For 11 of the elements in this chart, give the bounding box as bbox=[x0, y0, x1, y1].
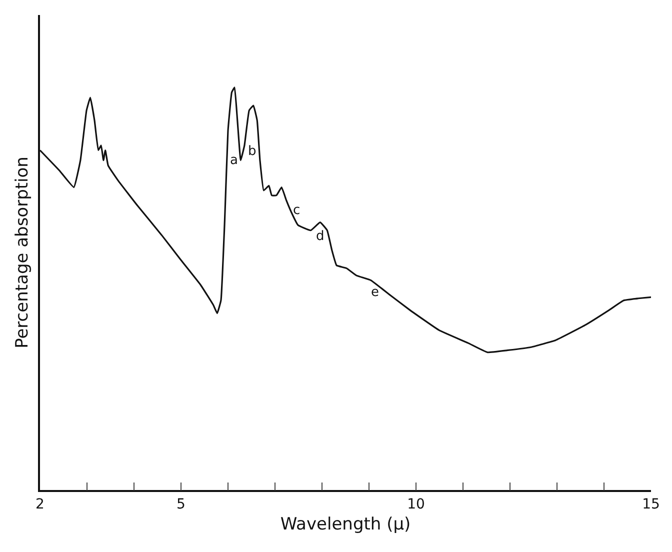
x-tick-label: 15 bbox=[642, 496, 660, 513]
annotation: d bbox=[316, 229, 324, 244]
x-tick-label: 2 bbox=[36, 496, 44, 513]
annotation: c bbox=[293, 203, 300, 218]
y-axis-title: Percentage absorption bbox=[12, 156, 32, 348]
x-tick-label: 10 bbox=[407, 496, 425, 513]
x-axis-title: Wavelength (μ) bbox=[280, 514, 411, 534]
x-tick-label: 5 bbox=[176, 496, 186, 513]
annotation: b bbox=[248, 144, 256, 159]
annotation: e bbox=[371, 285, 379, 300]
annotation: a bbox=[230, 153, 238, 168]
